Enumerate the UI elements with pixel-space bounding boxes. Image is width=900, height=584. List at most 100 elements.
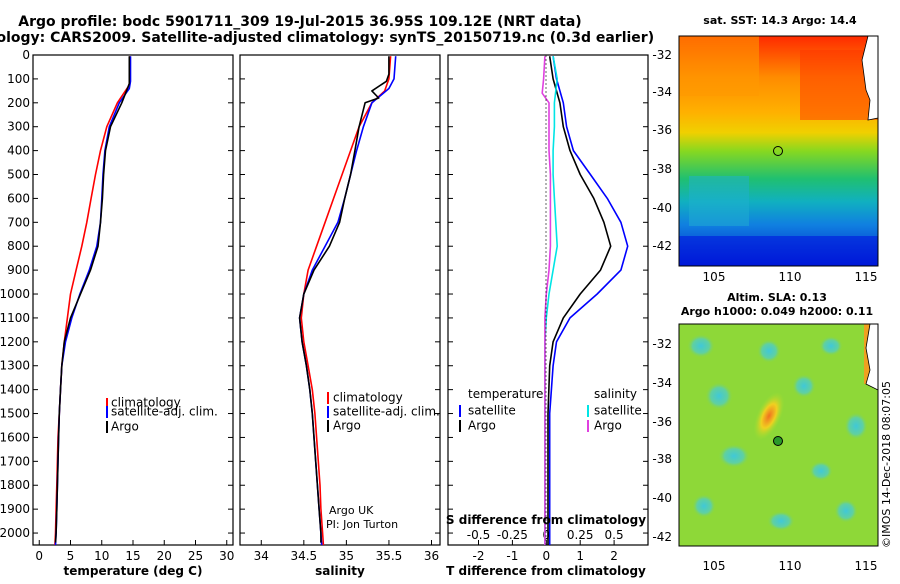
sla-lat-label: -36: [652, 415, 672, 429]
sst-lat-label: -42: [652, 239, 672, 253]
temperature-legend: climatology satellite-adj. clim. Argo: [106, 396, 218, 434]
depth-tick-label: 700: [7, 215, 30, 229]
sst-map-frame: [678, 35, 879, 267]
s-diff-tick-label: -0.5: [467, 528, 490, 542]
sst-lat-label: -38: [652, 162, 672, 176]
sla-eddy: [809, 461, 833, 481]
legend-title-temperature: temperature: [468, 387, 543, 401]
legend-label-t-argo: Argo: [468, 419, 496, 433]
sla-map-frame: [678, 323, 879, 547]
panel-ticks: 0 5 10 15 20 25 30 34 34.5 35 35.5 36 -2 -1 0 1 2 -0.5 -0.…: [33, 54, 648, 563]
sla-warm-ridge: [753, 391, 785, 441]
sst-coldest-band: [679, 236, 878, 266]
sla-eddy: [767, 511, 795, 531]
x-tick-label: 35: [339, 549, 354, 563]
s-difference-axis-label: S difference from climatology: [446, 513, 646, 527]
depth-tick-label: 1400: [0, 383, 30, 397]
profile-lines: [54, 56, 629, 546]
depth-tick-label: 1200: [0, 335, 30, 349]
series-line-t-argo: [547, 56, 612, 545]
sla-profile-location-marker: [773, 436, 783, 446]
legend-label-t-satellite: satellite: [468, 404, 516, 418]
x-tick-label: 1: [576, 549, 584, 563]
depth-tick-label: 1700: [0, 454, 30, 468]
copyright-timestamp: ©IMOS 14-Dec-2018 08:07:05: [880, 381, 893, 548]
sla-lon-label: 110: [779, 559, 802, 573]
sla-lon-labels: 105 110 115: [703, 559, 878, 573]
legend-label-s-satellite: satellite: [594, 404, 642, 418]
s-diff-tick-label: 0.5: [605, 528, 624, 542]
x-tick-label: 2: [610, 549, 618, 563]
sla-map-header-1: Altim. SLA: 0.13: [727, 291, 827, 304]
depth-tick-label: 300: [7, 120, 30, 134]
series-line-satellite-adj-clim-: [54, 56, 132, 546]
sla-lon-label: 105: [703, 559, 726, 573]
sla-eddy: [687, 334, 715, 358]
depth-tick-label: 1500: [0, 407, 30, 421]
sla-eddy: [757, 339, 781, 363]
title-line-1: Argo profile: bodc 5901711_309 19-Jul-20…: [18, 14, 581, 30]
series-line-argo: [298, 56, 390, 543]
series-line-t-satellite: [548, 56, 629, 545]
t-difference-axis-label: T difference from climatology: [446, 564, 646, 578]
depth-tick-label: 1900: [0, 502, 30, 516]
sst-lon-label: 110: [779, 270, 802, 284]
series-line-argo: [54, 56, 131, 543]
legend-label-satellite-adj: satellite-adj. clim.: [111, 405, 218, 419]
x-tick-label: 30: [219, 549, 234, 563]
salinity-legend: climatology satellite-adj. clim. Argo: [327, 391, 440, 433]
legend-label-argo: Argo: [111, 420, 139, 434]
s-diff-tick-label: 0.25: [567, 528, 594, 542]
depth-tick-label: 200: [7, 96, 30, 110]
legend-label-s-argo: Argo: [594, 419, 622, 433]
x-tick-label: 15: [125, 549, 140, 563]
sla-eddy: [819, 336, 843, 356]
x-tick-label: -2: [473, 549, 485, 563]
s-diff-tick-label: -0.25: [497, 528, 528, 542]
depth-tick-label: 1300: [0, 359, 30, 373]
sst-profile-location-marker: [773, 146, 783, 156]
x-tick-label: 0: [542, 549, 550, 563]
temperature-panel-frame: [32, 54, 234, 546]
x-tick-label: 25: [188, 549, 203, 563]
sla-eddy: [692, 494, 716, 518]
sst-lon-labels: 105 110 115: [703, 270, 878, 284]
x-tick-label: 36: [424, 549, 439, 563]
depth-tick-label: 100: [7, 72, 30, 86]
sst-lat-label: -40: [652, 201, 672, 215]
sla-eddy: [844, 412, 868, 440]
depth-tick-label: 2000: [0, 526, 30, 540]
sla-lat-label: -38: [652, 452, 672, 466]
legend-label-climatology: climatology: [111, 396, 181, 410]
x-tick-label: -1: [506, 549, 518, 563]
salinity-panel-frame: [239, 54, 441, 546]
depth-tick-label: 1100: [0, 311, 30, 325]
sla-map: [678, 323, 879, 547]
credit-pi: PI: Jon Turton: [326, 518, 398, 531]
difference-legend: temperature satellite Argo salinity sate…: [459, 387, 642, 433]
sla-lat-label: -42: [652, 530, 672, 544]
depth-tick-label: 1000: [0, 287, 30, 301]
x-tick-label: 35.5: [376, 549, 403, 563]
series-line-s-argo: [541, 56, 552, 545]
sst-warm-patch: [679, 36, 759, 96]
depth-tick-label: 400: [7, 144, 30, 158]
legend-title-salinity: salinity: [594, 387, 637, 401]
depth-tick-label: 1800: [0, 478, 30, 492]
sla-lon-label: 115: [855, 559, 878, 573]
series-line-s-satellite: [544, 56, 559, 545]
depth-tick-label: 800: [7, 239, 30, 253]
sla-lat-label: -40: [652, 491, 672, 505]
legend-label-satellite-adj: satellite-adj. clim.: [333, 405, 440, 419]
sst-lon-label: 105: [703, 270, 726, 284]
title-line-2: Climatology: CARS2009. Satellite-adjuste…: [0, 30, 654, 46]
sst-lat-labels: -32 -34 -36 -38 -40 -42: [652, 48, 672, 253]
sst-lon-label: 115: [855, 270, 878, 284]
series-line-climatology: [300, 56, 392, 546]
sst-lat-label: -36: [652, 123, 672, 137]
x-tick-label: 34.5: [290, 549, 317, 563]
legend-label-argo: Argo: [333, 419, 361, 433]
sst-cool-patch: [689, 176, 749, 226]
sst-lat-label: -32: [652, 48, 672, 62]
